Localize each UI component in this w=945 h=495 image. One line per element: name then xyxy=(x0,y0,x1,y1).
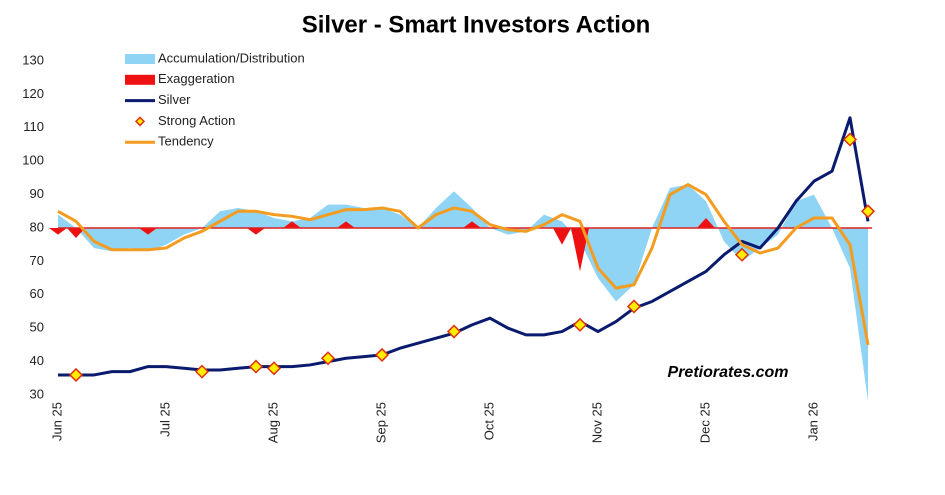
x-tick-label: Nov 25 xyxy=(589,402,604,443)
strong-action-marker xyxy=(572,317,588,332)
legend-label: Exaggeration xyxy=(158,71,235,86)
legend-swatch xyxy=(125,54,155,64)
exaggeration-spike xyxy=(247,228,265,235)
exaggeration-spike xyxy=(49,228,67,235)
watermark: Pretiorates.com xyxy=(668,364,789,381)
legend-swatch xyxy=(134,116,146,127)
strong-action-marker xyxy=(374,347,390,362)
strong-action-marker xyxy=(446,324,462,339)
exaggeration-spike xyxy=(571,228,589,272)
strong-action-marker xyxy=(734,247,750,262)
y-tick-label: 100 xyxy=(22,153,44,168)
legend-label: Accumulation/Distribution xyxy=(158,50,305,65)
exaggeration-spike xyxy=(337,221,355,228)
exaggeration-spike xyxy=(139,228,157,235)
y-tick-label: 80 xyxy=(30,219,44,234)
y-tick-label: 30 xyxy=(30,386,44,401)
x-tick-label: Dec 25 xyxy=(697,402,712,443)
y-tick-label: 130 xyxy=(22,52,44,67)
x-tick-label: Jun 25 xyxy=(49,402,64,441)
strong-action-marker xyxy=(626,299,642,314)
y-tick-label: 70 xyxy=(30,253,44,268)
y-tick-label: 120 xyxy=(22,86,44,101)
exaggeration-spike xyxy=(283,221,301,228)
strong-action-marker xyxy=(248,359,264,374)
exaggeration-spike xyxy=(553,228,571,245)
legend-label: Strong Action xyxy=(158,113,235,128)
x-tick-label: Jan 26 xyxy=(805,402,820,441)
exaggeration-spike xyxy=(697,217,715,228)
x-tick-label: Sep 25 xyxy=(373,402,388,443)
strong-action-marker xyxy=(320,351,336,366)
x-tick-label: Jul 25 xyxy=(157,402,172,437)
line xyxy=(57,183,870,346)
legend-label: Tendency xyxy=(158,134,214,149)
x-tick-label: Aug 25 xyxy=(265,402,280,443)
line xyxy=(58,116,870,377)
x-tick-label: Oct 25 xyxy=(481,402,496,440)
y-tick-label: 60 xyxy=(30,286,44,301)
y-tick-label: 40 xyxy=(30,353,44,368)
strong-action-marker xyxy=(68,367,84,383)
strong-action-marker xyxy=(194,364,210,379)
chart-title: Silver - Smart Investors Action xyxy=(302,11,651,38)
y-tick-label: 50 xyxy=(30,320,44,335)
y-tick-label: 110 xyxy=(23,119,44,134)
strong-action-marker xyxy=(266,361,282,376)
strong-action-marker xyxy=(860,204,876,219)
exaggeration-spike xyxy=(463,221,481,228)
legend-label: Silver xyxy=(158,92,191,107)
strong-action-marker xyxy=(842,132,858,147)
legend-swatch xyxy=(125,74,155,85)
y-tick-label: 90 xyxy=(30,186,44,201)
exaggeration-spike xyxy=(67,228,85,239)
